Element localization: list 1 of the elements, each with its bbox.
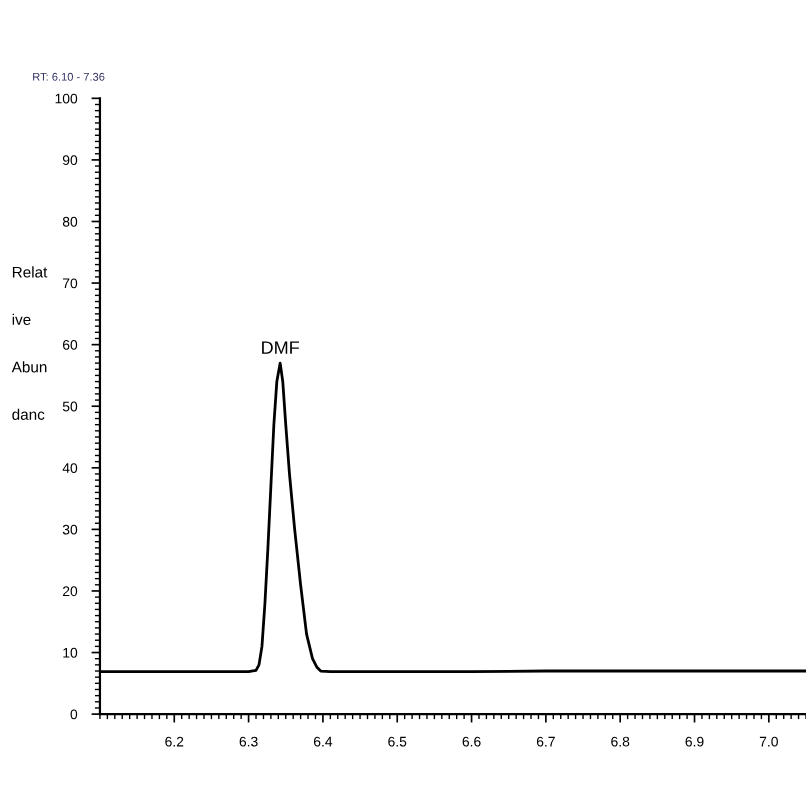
annotation: DMF bbox=[262, 341, 300, 354]
